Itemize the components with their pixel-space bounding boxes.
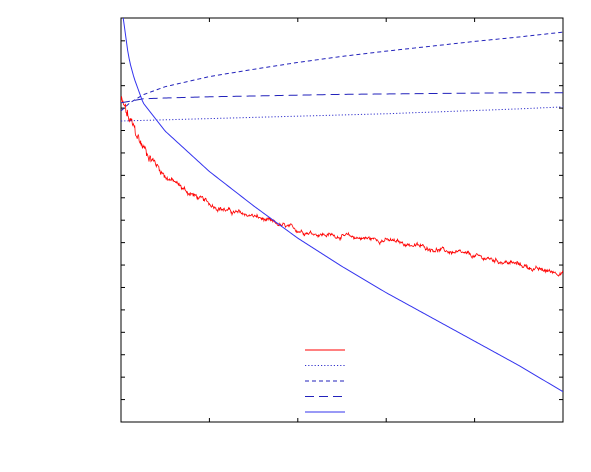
axis-ticks [120, 17, 564, 423]
plot-frame [120, 17, 564, 423]
series-line-5 [122, 18, 563, 393]
series-line-3 [121, 31, 563, 112]
series-line-2 [121, 106, 563, 122]
legend [305, 349, 345, 413]
series-line-4 [121, 92, 563, 104]
series-line-1 [121, 96, 563, 277]
series-layer [121, 18, 563, 393]
